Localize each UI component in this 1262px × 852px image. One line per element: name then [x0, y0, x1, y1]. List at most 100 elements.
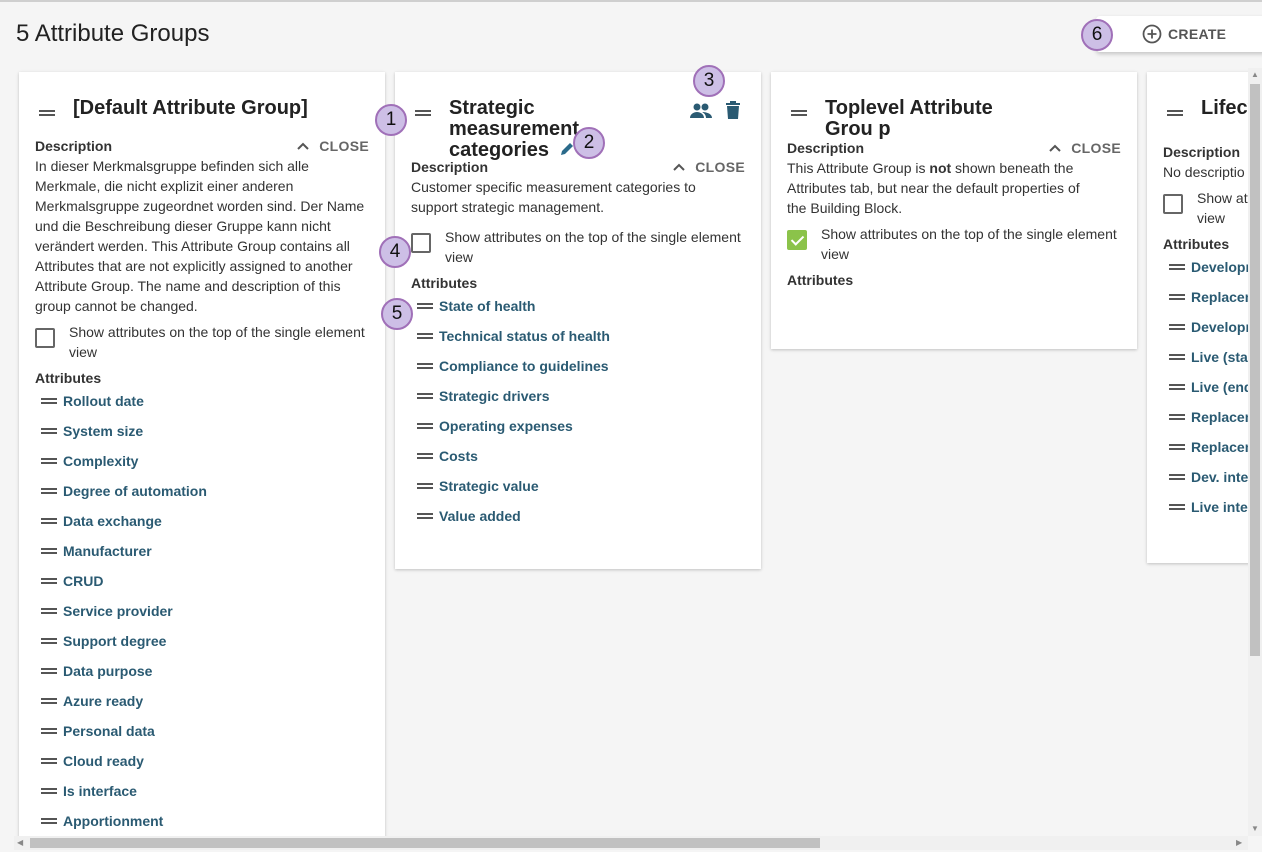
attribute-item[interactable]: Technical status of health [411, 321, 745, 351]
checkbox-icon[interactable] [35, 328, 55, 348]
drag-handle-icon[interactable] [1169, 474, 1185, 480]
drag-handle-icon[interactable] [417, 303, 433, 309]
attribute-item[interactable]: Service provider [35, 596, 369, 626]
callout-badge-3: 3 [693, 65, 725, 97]
drag-handle-icon[interactable] [41, 488, 57, 494]
checkbox-icon[interactable] [411, 233, 431, 253]
drag-handle-icon[interactable] [417, 483, 433, 489]
show-top-checkbox[interactable]: Show attributes on the top of the single… [787, 224, 1121, 264]
drag-handle-icon[interactable] [417, 423, 433, 429]
drag-handle-icon[interactable] [41, 548, 57, 554]
drag-handle-icon[interactable] [417, 393, 433, 399]
drag-handle-icon[interactable] [1169, 414, 1185, 420]
group-card-toplevel: Toplevel Attribute Grou p Description CLO… [771, 72, 1137, 349]
create-button[interactable]: CREATE [1096, 16, 1262, 52]
attribute-item[interactable]: Is interface [35, 776, 369, 806]
group-name: [Default Attribute Group] [73, 97, 308, 119]
drag-handle-icon[interactable] [41, 728, 57, 734]
attribute-item[interactable]: Live inter [1163, 492, 1248, 522]
attribute-item[interactable]: Support degree [35, 626, 369, 656]
edit-pencil-icon[interactable] [559, 141, 575, 157]
attribute-item[interactable]: State of health [411, 291, 745, 321]
drag-handle-icon[interactable] [41, 518, 57, 524]
drag-handle-icon[interactable] [1167, 110, 1183, 116]
attribute-item[interactable]: Personal data [35, 716, 369, 746]
drag-handle-icon[interactable] [417, 513, 433, 519]
group-name: Strategic measurement categories [449, 97, 580, 161]
vertical-scrollbar[interactable]: ▲ ▼ [1248, 68, 1262, 836]
attribute-item[interactable]: Live (end [1163, 372, 1248, 402]
attribute-item[interactable]: Replacem [1163, 402, 1248, 432]
attribute-item[interactable]: Cloud ready [35, 746, 369, 776]
attribute-item[interactable]: Rollout date [35, 386, 369, 416]
group-card-default: [Default Attribute Group] Description CLO… [19, 72, 385, 836]
description-label: Description [1163, 144, 1241, 160]
callout-badge-6: 6 [1081, 19, 1113, 51]
attribute-item[interactable]: Data exchange [35, 506, 369, 536]
show-top-checkbox[interactable]: Show att view [1163, 188, 1248, 228]
attributes-heading: Attributes [411, 275, 478, 291]
drag-handle-icon[interactable] [1169, 354, 1185, 360]
attribute-item[interactable]: Live (star [1163, 342, 1248, 372]
attribute-item[interactable]: System size [35, 416, 369, 446]
group-card-lifecycle: Lifecy Description No descriptio Show at… [1147, 72, 1248, 563]
checkbox-icon[interactable] [1163, 194, 1183, 214]
attribute-item[interactable]: Dev. inter [1163, 462, 1248, 492]
drag-handle-icon[interactable] [1169, 384, 1185, 390]
attribute-item[interactable]: Strategic drivers [411, 381, 745, 411]
attribute-item[interactable]: Degree of automation [35, 476, 369, 506]
attribute-item[interactable]: Strategic value [411, 471, 745, 501]
attribute-item[interactable]: Developm [1163, 252, 1248, 282]
drag-handle-icon[interactable] [1169, 264, 1185, 270]
attribute-item[interactable]: Developm [1163, 312, 1248, 342]
attribute-item[interactable]: Manufacturer [35, 536, 369, 566]
drag-handle-icon[interactable] [417, 363, 433, 369]
attributes-heading: Attributes [35, 370, 102, 386]
show-top-checkbox[interactable]: Show attributes on the top of the single… [35, 322, 369, 362]
attribute-item[interactable]: Azure ready [35, 686, 369, 716]
attribute-item[interactable]: Value added [411, 501, 745, 531]
drag-handle-icon[interactable] [415, 110, 431, 116]
drag-handle-icon[interactable] [1169, 324, 1185, 330]
drag-handle-icon[interactable] [1169, 294, 1185, 300]
group-description: In dieser Merkmalsgruppe befinden sich a… [35, 158, 365, 314]
attribute-item[interactable]: Costs [411, 441, 745, 471]
checkbox-checked-icon[interactable] [787, 230, 807, 250]
drag-handle-icon[interactable] [41, 398, 57, 404]
close-toggle[interactable]: CLOSE [1049, 140, 1121, 156]
drag-handle-icon[interactable] [417, 453, 433, 459]
drag-handle-icon[interactable] [41, 758, 57, 764]
attribute-item[interactable]: Replacem [1163, 282, 1248, 312]
drag-handle-icon[interactable] [41, 668, 57, 674]
attributes-heading: Attributes [1163, 236, 1230, 252]
drag-handle-icon[interactable] [1169, 444, 1185, 450]
delete-trash-icon[interactable] [725, 100, 741, 120]
group-name: Toplevel Attribute Grou p [825, 97, 993, 140]
horizontal-scrollbar[interactable]: ◀ ▶ [14, 836, 1248, 850]
drag-handle-icon[interactable] [41, 578, 57, 584]
drag-handle-icon[interactable] [39, 110, 55, 116]
attribute-item[interactable]: Apportionment [35, 806, 369, 836]
drag-handle-icon[interactable] [41, 458, 57, 464]
drag-handle-icon[interactable] [41, 818, 57, 824]
attribute-item[interactable]: CRUD [35, 566, 369, 596]
attribute-item[interactable]: Data purpose [35, 656, 369, 686]
drag-handle-icon[interactable] [1169, 504, 1185, 510]
drag-handle-icon[interactable] [41, 698, 57, 704]
drag-handle-icon[interactable] [41, 788, 57, 794]
description-label: Description [35, 138, 113, 154]
close-toggle[interactable]: CLOSE [673, 159, 745, 175]
drag-handle-icon[interactable] [791, 110, 807, 116]
drag-handle-icon[interactable] [41, 608, 57, 614]
attributes-heading: Attributes [787, 272, 854, 288]
show-top-checkbox[interactable]: Show attributes on the top of the single… [411, 227, 745, 267]
attribute-item[interactable]: Complexity [35, 446, 369, 476]
close-toggle[interactable]: CLOSE [297, 138, 369, 154]
attribute-item[interactable]: Compliance to guidelines [411, 351, 745, 381]
attribute-item[interactable]: Operating expenses [411, 411, 745, 441]
drag-handle-icon[interactable] [417, 333, 433, 339]
drag-handle-icon[interactable] [41, 428, 57, 434]
attribute-item[interactable]: Replacem [1163, 432, 1248, 462]
permissions-users-icon[interactable] [689, 102, 713, 120]
drag-handle-icon[interactable] [41, 638, 57, 644]
